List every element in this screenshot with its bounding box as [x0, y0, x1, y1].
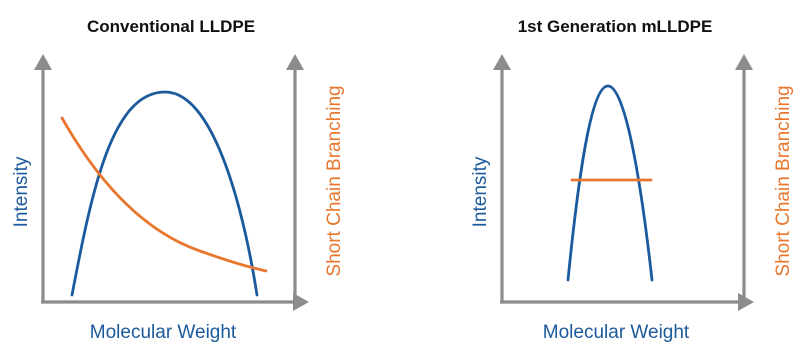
- x-axis-label: Molecular Weight: [90, 322, 237, 343]
- panel-1st-generation-mlldpe: 1st Generation mLLDPE Molecular Weight I…: [470, 17, 794, 343]
- axes: [493, 54, 754, 311]
- y-axis-left-label: Intensity: [470, 156, 491, 227]
- intensity-curve: [566, 84, 654, 282]
- panel-conventional-lldpe: Conventional LLDPE Molecular Weight Inte…: [11, 17, 345, 343]
- short-chain-branching-curve: [60, 116, 268, 273]
- x-axis-label: Molecular Weight: [543, 322, 690, 343]
- y-axis-right-arrow-icon: [286, 54, 304, 70]
- panel-title: Conventional LLDPE: [87, 17, 255, 36]
- y-axis-left-label: Intensity: [11, 156, 32, 227]
- axes: [34, 54, 309, 311]
- y-axis-right-arrow-icon: [735, 54, 753, 70]
- panel-title: 1st Generation mLLDPE: [518, 17, 713, 36]
- x-axis-arrow-icon: [293, 293, 309, 311]
- y-axis-left-arrow-icon: [493, 54, 511, 70]
- x-axis-arrow-icon: [738, 293, 754, 311]
- y-axis-right-label: Short Chain Branching: [324, 85, 345, 276]
- intensity-curve: [70, 90, 259, 297]
- y-axis-right-label: Short Chain Branching: [773, 85, 794, 276]
- y-axis-left-arrow-icon: [34, 54, 52, 70]
